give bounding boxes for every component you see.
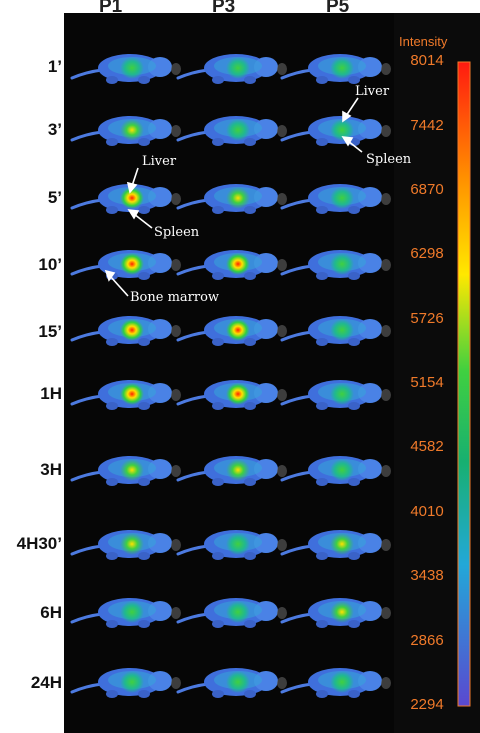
mouse-image <box>280 456 391 486</box>
fluorescence-hotspot <box>330 533 354 555</box>
mouse-image <box>176 116 287 146</box>
fluorescence-hotspot <box>120 601 144 623</box>
colorbar-tick: 5726 <box>410 310 444 327</box>
row-label-6h: 6H <box>40 603 62 622</box>
mouse-image <box>176 316 287 346</box>
mouse-image <box>176 668 287 698</box>
fluorescence-hotspot <box>330 383 354 405</box>
mouse-image <box>280 668 391 698</box>
fluorescence-hotspot <box>226 533 250 555</box>
fluorescence-hotspot <box>226 187 250 209</box>
mouse-image <box>70 116 181 146</box>
colorbar-tick: 8014 <box>410 52 444 69</box>
mouse-image <box>176 456 287 486</box>
row-label-4h30: 4H30’ <box>16 534 62 553</box>
mouse-image <box>70 250 181 280</box>
fluorescence-hotspot <box>226 459 250 481</box>
fluorescence-hotspot <box>226 319 250 341</box>
fluorescence-hotspot <box>330 119 354 141</box>
fluorescence-hotspot <box>330 319 354 341</box>
row-label-1min: 1’ <box>47 57 62 76</box>
mouse-image <box>70 598 181 628</box>
mouse-image <box>280 598 391 628</box>
fluorescence-hotspot <box>120 671 144 693</box>
mouse-image <box>280 54 391 84</box>
fluorescence-hotspot <box>120 319 144 341</box>
fluorescence-hotspot <box>226 671 250 693</box>
row-label-10min: 10’ <box>38 255 62 274</box>
mouse-image <box>280 250 391 280</box>
mouse-image <box>176 380 287 410</box>
row-label-3min: 3’ <box>47 120 62 139</box>
mouse-grid <box>70 54 391 698</box>
column-header-p5: P5 <box>326 0 350 17</box>
fluorescence-hotspot <box>226 119 250 141</box>
mouse-image <box>176 54 287 84</box>
colorbar-tick: 6298 <box>410 245 444 262</box>
fluorescence-hotspot <box>120 253 144 275</box>
fluorescence-hotspot <box>120 119 144 141</box>
mouse-image <box>70 668 181 698</box>
annotation-liver-p5: Liver <box>355 84 390 99</box>
column-header-p3: P3 <box>212 0 236 17</box>
annotation-bone-marrow: Bone marrow <box>130 290 219 305</box>
mouse-image <box>70 316 181 346</box>
colorbar-tick: 7442 <box>410 117 444 134</box>
colorbar-tick: 5154 <box>410 374 444 391</box>
mouse-image <box>176 598 287 628</box>
colorbar-tick: 3438 <box>410 567 444 584</box>
colorbar-tick: 6870 <box>410 181 444 198</box>
row-label-1h: 1H <box>40 384 62 403</box>
row-label-3h: 3H <box>40 460 62 479</box>
colorbar-tick: 2866 <box>410 632 444 649</box>
mouse-image <box>70 184 181 214</box>
mouse-image <box>280 530 391 560</box>
annotation-spleen-p1: Spleen <box>154 225 200 240</box>
column-header-p1: P1 <box>99 0 123 17</box>
mouse-image <box>280 316 391 346</box>
mouse-image <box>176 250 287 280</box>
mouse-image <box>70 530 181 560</box>
row-label-24h: 24H <box>30 673 62 692</box>
fluorescence-hotspot <box>120 187 144 209</box>
annotation-liver-p1: Liver <box>142 154 177 169</box>
colorbar-tick: 4010 <box>410 503 444 520</box>
fluorescence-hotspot <box>330 459 354 481</box>
mouse-image <box>70 456 181 486</box>
mouse-image <box>176 184 287 214</box>
fluorescence-hotspot <box>330 57 354 79</box>
mouse-image <box>176 530 287 560</box>
row-label-5min: 5’ <box>47 188 62 207</box>
colorbar-title: Intensity <box>399 34 448 49</box>
annotation-arrows <box>104 97 363 297</box>
fluorescence-hotspot <box>120 57 144 79</box>
fluorescence-hotspot <box>226 253 250 275</box>
fluorescence-hotspot <box>120 533 144 555</box>
row-label-15min: 15’ <box>38 322 62 341</box>
mouse-image <box>280 116 391 146</box>
fluorescence-hotspot <box>330 671 354 693</box>
mouse-image <box>70 380 181 410</box>
colorbar-tick: 4582 <box>410 438 444 455</box>
fluorescence-hotspot <box>226 57 250 79</box>
fluorescence-hotspot <box>330 253 354 275</box>
fluorescence-hotspot <box>226 601 250 623</box>
fluorescence-hotspot <box>330 187 354 209</box>
fluorescence-hotspot <box>330 601 354 623</box>
mouse-image <box>70 54 181 84</box>
fluorescence-hotspot <box>120 459 144 481</box>
fluorescence-hotspot <box>120 383 144 405</box>
colorbar-tick: 2294 <box>410 696 444 713</box>
annotation-spleen-p5: Spleen <box>366 152 412 167</box>
fluorescence-hotspot <box>226 383 250 405</box>
mouse-image <box>280 184 391 214</box>
mouse-image <box>280 380 391 410</box>
colorbar <box>458 62 470 706</box>
